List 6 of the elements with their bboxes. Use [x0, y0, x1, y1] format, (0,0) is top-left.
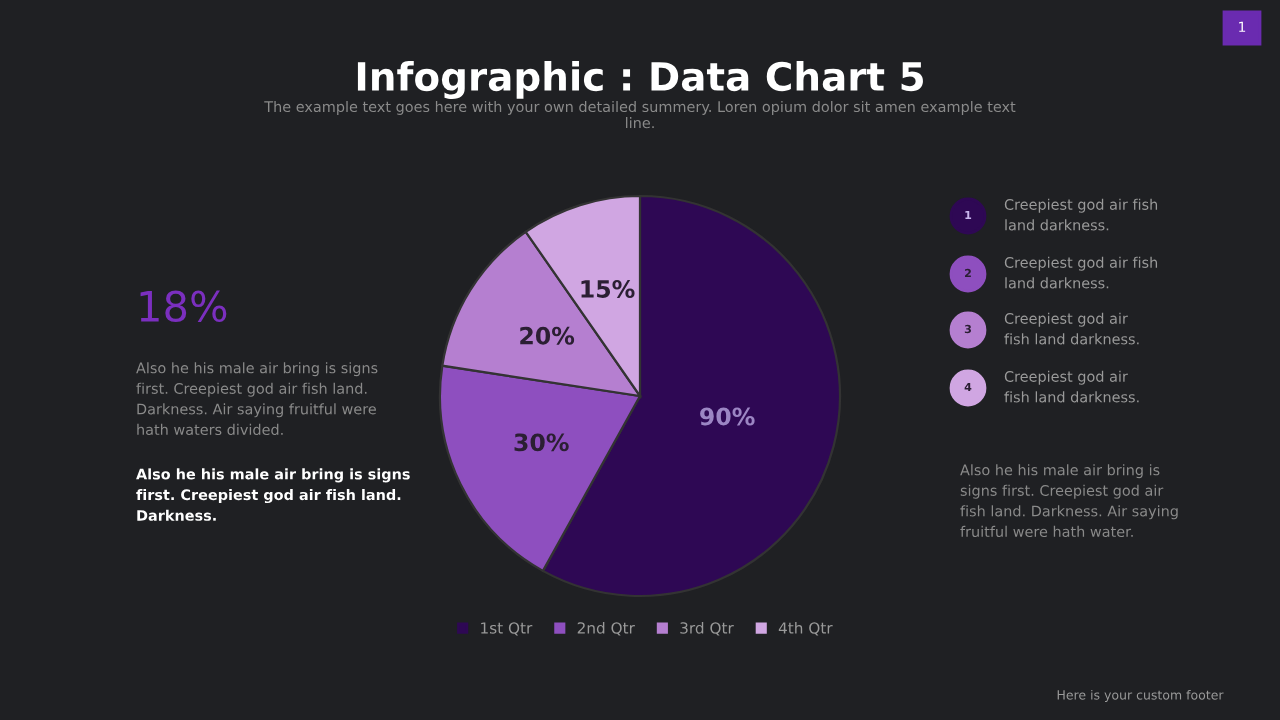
chart-title: Infographic : Data Chart 5 [357, 61, 923, 99]
data-label: 15% [581, 280, 635, 298]
data-label: 90% [700, 407, 755, 426]
data-label: 30% [514, 433, 569, 452]
data-label: 20% [520, 326, 575, 345]
text: 18% [140, 290, 227, 323]
